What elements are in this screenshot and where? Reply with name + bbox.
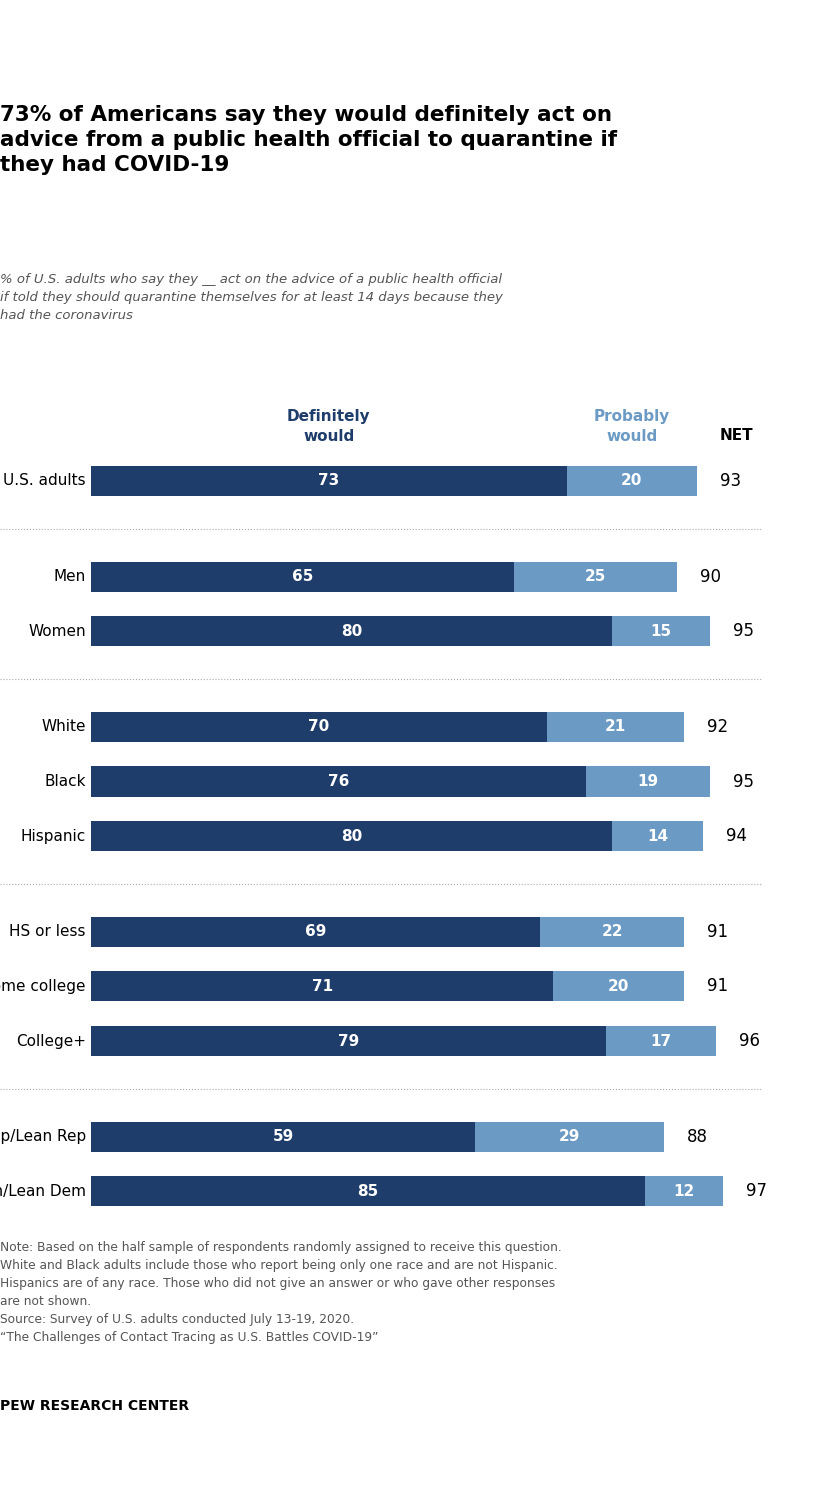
Bar [92,821,612,852]
Text: 20: 20 [608,979,629,994]
Bar [92,916,540,947]
Bar [612,821,703,852]
Text: 94: 94 [726,827,747,844]
Bar [92,1122,475,1152]
Bar [92,1026,606,1056]
Text: PEW RESEARCH CENTER: PEW RESEARCH CENTER [0,1399,189,1413]
Text: 22: 22 [601,925,622,940]
Text: 79: 79 [338,1034,359,1049]
Text: Rep/Lean Rep: Rep/Lean Rep [0,1129,86,1144]
Text: College+: College+ [16,1034,86,1049]
Bar [612,616,710,646]
Text: 91: 91 [706,977,727,995]
Text: 69: 69 [305,925,327,940]
Text: 73: 73 [318,473,339,488]
Bar [92,767,586,797]
Text: 59: 59 [273,1129,294,1144]
Text: U.S. adults: U.S. adults [3,473,86,488]
Bar [547,712,684,742]
Text: Definitely
would: Definitely would [287,409,370,445]
Bar [586,767,710,797]
Bar [92,561,514,592]
Text: Hispanic: Hispanic [21,828,86,843]
Text: 73% of Americans say they would definitely act on
advice from a public health of: 73% of Americans say they would definite… [0,106,617,175]
Text: HS or less: HS or less [9,925,86,940]
Bar [475,1122,664,1152]
Text: Men: Men [54,568,86,583]
Text: 21: 21 [605,719,626,734]
Text: 15: 15 [650,624,671,639]
Bar [566,466,696,495]
Text: 97: 97 [746,1183,767,1201]
Text: 91: 91 [706,924,727,941]
Bar [92,712,547,742]
Text: 25: 25 [585,568,606,583]
Text: 80: 80 [341,828,362,843]
Text: 14: 14 [647,828,669,843]
Bar [92,1176,644,1207]
Bar [92,616,612,646]
Text: 90: 90 [700,567,721,585]
Bar [540,916,684,947]
Text: 71: 71 [312,979,333,994]
Bar [644,1176,722,1207]
Text: 88: 88 [687,1128,708,1146]
Bar [606,1026,717,1056]
Text: 19: 19 [638,774,659,789]
Text: Women: Women [29,624,86,639]
Text: Note: Based on the half sample of respondents randomly assigned to receive this : Note: Based on the half sample of respon… [0,1241,562,1344]
Text: 96: 96 [739,1032,760,1050]
Text: 17: 17 [650,1034,671,1049]
Text: 12: 12 [673,1185,695,1200]
Text: NET: NET [720,428,753,443]
Bar [92,971,554,1001]
Bar [514,561,677,592]
Text: 29: 29 [559,1129,580,1144]
Text: 85: 85 [357,1185,379,1200]
Text: Black: Black [45,774,86,789]
Text: Probably
would: Probably would [594,409,669,445]
Text: 95: 95 [732,622,753,640]
Text: 93: 93 [720,471,741,489]
Text: 76: 76 [328,774,349,789]
Text: 92: 92 [706,718,727,736]
Text: Some college: Some college [0,979,86,994]
Text: 65: 65 [292,568,313,583]
Text: 20: 20 [621,473,643,488]
Bar [554,971,684,1001]
Text: White: White [41,719,86,734]
Text: 70: 70 [308,719,329,734]
Bar [92,466,566,495]
Text: % of U.S. adults who say they __ act on the advice of a public health official
i: % of U.S. adults who say they __ act on … [0,273,503,322]
Text: 95: 95 [732,773,753,791]
Text: 80: 80 [341,624,362,639]
Text: Dem/Lean Dem: Dem/Lean Dem [0,1185,86,1200]
